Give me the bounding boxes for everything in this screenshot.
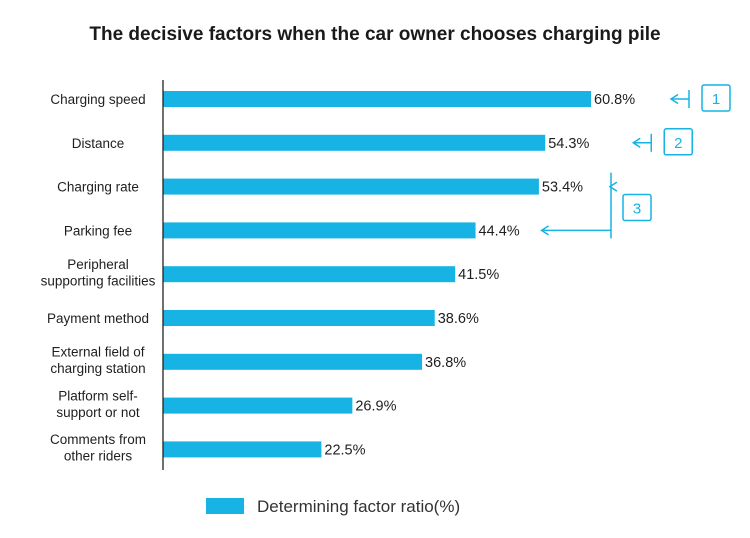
- category-label-line: charging station: [50, 361, 145, 376]
- bar: [163, 397, 353, 414]
- category-label-line: Peripheral: [67, 257, 129, 272]
- value-label: 53.4%: [542, 180, 583, 196]
- bar: [163, 441, 322, 458]
- rank-label: 2: [674, 135, 682, 152]
- category-label-line: External field of: [51, 345, 144, 360]
- value-label: 54.3%: [548, 136, 589, 152]
- category-label-line: Charging speed: [50, 92, 145, 107]
- rank-label: 3: [633, 201, 641, 218]
- category-label: Charging speed: [50, 92, 145, 107]
- value-label: 26.9%: [355, 399, 396, 415]
- rank-box: [663, 128, 693, 156]
- value-label: 60.8%: [594, 92, 635, 108]
- category-label: Payment method: [47, 311, 149, 326]
- category-label: Distance: [72, 136, 125, 151]
- bar: [163, 222, 476, 239]
- bar: [163, 353, 423, 370]
- arrow-head: [669, 93, 679, 105]
- bar: [163, 266, 456, 283]
- category-label: Comments from other riders: [50, 432, 146, 464]
- category-label: Peripheral supporting facilities: [41, 257, 156, 289]
- arrow-head: [540, 225, 549, 236]
- arrow-head: [608, 181, 618, 192]
- category-label-line: supporting facilities: [41, 273, 156, 288]
- legend: Determining factor ratio(%): [206, 497, 460, 516]
- category-label-line: Payment method: [47, 311, 149, 326]
- value-label: 22.5%: [324, 442, 365, 458]
- legend-swatch: [206, 498, 244, 514]
- value-label: 36.8%: [425, 355, 466, 371]
- rank-label: 1: [712, 91, 720, 108]
- legend-label: Determining factor ratio(%): [257, 497, 460, 516]
- category-label: Charging rate: [57, 180, 139, 195]
- rank-annotations: 1 2 3: [540, 84, 731, 239]
- category-label-line: Charging rate: [57, 180, 139, 195]
- category-label-line: Platform self-: [58, 388, 138, 403]
- arrow-head: [631, 137, 641, 148]
- category-label-line: Comments from: [50, 432, 146, 447]
- category-label-line: Parking fee: [64, 223, 132, 238]
- bar: [163, 178, 539, 195]
- category-label: External field of charging station: [50, 345, 145, 377]
- category-label-line: support or not: [56, 405, 140, 420]
- chart-title: The decisive factors when the car owner …: [89, 24, 660, 45]
- bar: [163, 310, 435, 326]
- value-label: 38.6%: [438, 311, 479, 327]
- value-label: 41.5%: [458, 267, 499, 283]
- bar: [163, 134, 546, 151]
- category-label: Parking fee: [64, 223, 132, 238]
- rank-box: [701, 84, 731, 112]
- bar: [163, 91, 591, 107]
- category-label-line: other riders: [64, 449, 133, 464]
- plot-area: 60.8% Charging speed 54.3% Distance 53.4% Cha…: [41, 91, 635, 464]
- category-label: Platform self-support or not: [56, 388, 140, 420]
- rank-box: [622, 193, 652, 222]
- category-label-line: Distance: [72, 136, 125, 151]
- value-label: 44.4%: [479, 223, 520, 239]
